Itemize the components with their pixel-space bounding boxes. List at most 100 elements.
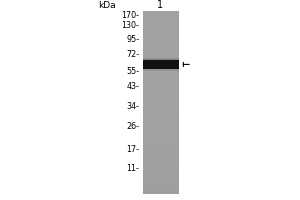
Bar <box>142 118 178 119</box>
Bar <box>142 100 178 101</box>
Text: 34-: 34- <box>127 102 140 111</box>
Bar <box>142 95 178 96</box>
Bar <box>142 14 178 15</box>
Bar <box>142 47 178 48</box>
Text: 72-: 72- <box>126 50 140 59</box>
Bar <box>142 49 178 50</box>
Bar <box>142 167 178 168</box>
Bar <box>142 160 178 161</box>
Bar <box>142 44 178 45</box>
Bar <box>142 45 178 46</box>
Bar <box>142 176 178 177</box>
Bar <box>142 94 178 95</box>
Bar <box>142 26 178 27</box>
Bar <box>142 64 178 65</box>
Bar <box>142 109 178 110</box>
Bar <box>142 172 178 173</box>
Bar <box>142 126 178 127</box>
Bar <box>142 33 178 34</box>
Bar <box>142 89 178 90</box>
Bar <box>142 65 178 66</box>
Bar <box>142 25 178 26</box>
Bar <box>142 191 178 192</box>
Bar <box>142 186 178 187</box>
Bar <box>142 88 178 89</box>
Bar <box>142 152 178 153</box>
Bar <box>142 155 178 156</box>
Bar <box>142 188 178 189</box>
Bar <box>142 85 178 86</box>
Bar <box>142 178 178 179</box>
Bar <box>142 15 178 16</box>
Bar <box>142 190 178 191</box>
Bar <box>142 155 178 156</box>
Bar <box>142 166 178 167</box>
Bar <box>142 60 178 69</box>
Bar <box>142 54 178 55</box>
Bar <box>142 131 178 132</box>
Bar <box>142 157 178 158</box>
Bar <box>142 75 178 76</box>
Bar <box>142 98 178 99</box>
Bar <box>142 74 178 75</box>
Bar <box>142 173 178 174</box>
Bar <box>142 116 178 117</box>
Bar <box>142 73 178 74</box>
Bar <box>142 12 178 13</box>
Bar <box>142 169 178 170</box>
Bar <box>142 81 178 82</box>
Bar <box>142 43 178 44</box>
Bar <box>142 46 178 47</box>
Bar <box>142 18 178 19</box>
Bar <box>142 50 178 51</box>
Bar <box>142 102 178 103</box>
Bar <box>142 125 178 126</box>
Bar <box>142 21 178 22</box>
Bar <box>142 148 178 149</box>
Bar <box>142 58 178 71</box>
Bar <box>142 107 178 108</box>
Bar <box>142 122 178 123</box>
Bar <box>142 99 178 100</box>
Bar <box>142 188 178 189</box>
Bar <box>142 108 178 109</box>
Bar <box>142 59 178 60</box>
Text: kDa: kDa <box>98 0 115 9</box>
Bar <box>142 52 178 53</box>
Bar <box>142 158 178 159</box>
Bar <box>142 163 178 164</box>
Bar <box>142 172 178 173</box>
Bar <box>142 66 178 67</box>
Bar <box>142 69 178 70</box>
Bar <box>142 174 178 175</box>
Bar <box>142 80 178 81</box>
Bar <box>142 120 178 121</box>
Bar <box>142 19 178 20</box>
Bar <box>142 164 178 165</box>
Bar <box>142 117 178 118</box>
Bar <box>142 130 178 131</box>
Bar <box>142 151 178 152</box>
Bar <box>142 183 178 184</box>
Bar <box>142 114 178 115</box>
Bar <box>142 111 178 112</box>
Text: 130-: 130- <box>122 21 140 29</box>
Bar <box>142 72 178 73</box>
Bar <box>142 16 178 17</box>
Bar <box>142 97 178 98</box>
Bar <box>142 55 178 56</box>
Bar <box>142 91 178 92</box>
Bar <box>142 163 178 164</box>
Bar <box>142 82 178 83</box>
Bar <box>142 127 178 128</box>
Bar <box>142 40 178 41</box>
Text: 55-: 55- <box>126 66 140 75</box>
Bar <box>142 39 178 40</box>
Bar <box>142 75 178 76</box>
Bar <box>142 29 178 30</box>
Bar <box>142 100 178 101</box>
Bar <box>142 185 178 186</box>
Bar <box>142 102 178 103</box>
Bar <box>142 41 178 42</box>
Bar <box>142 80 178 81</box>
